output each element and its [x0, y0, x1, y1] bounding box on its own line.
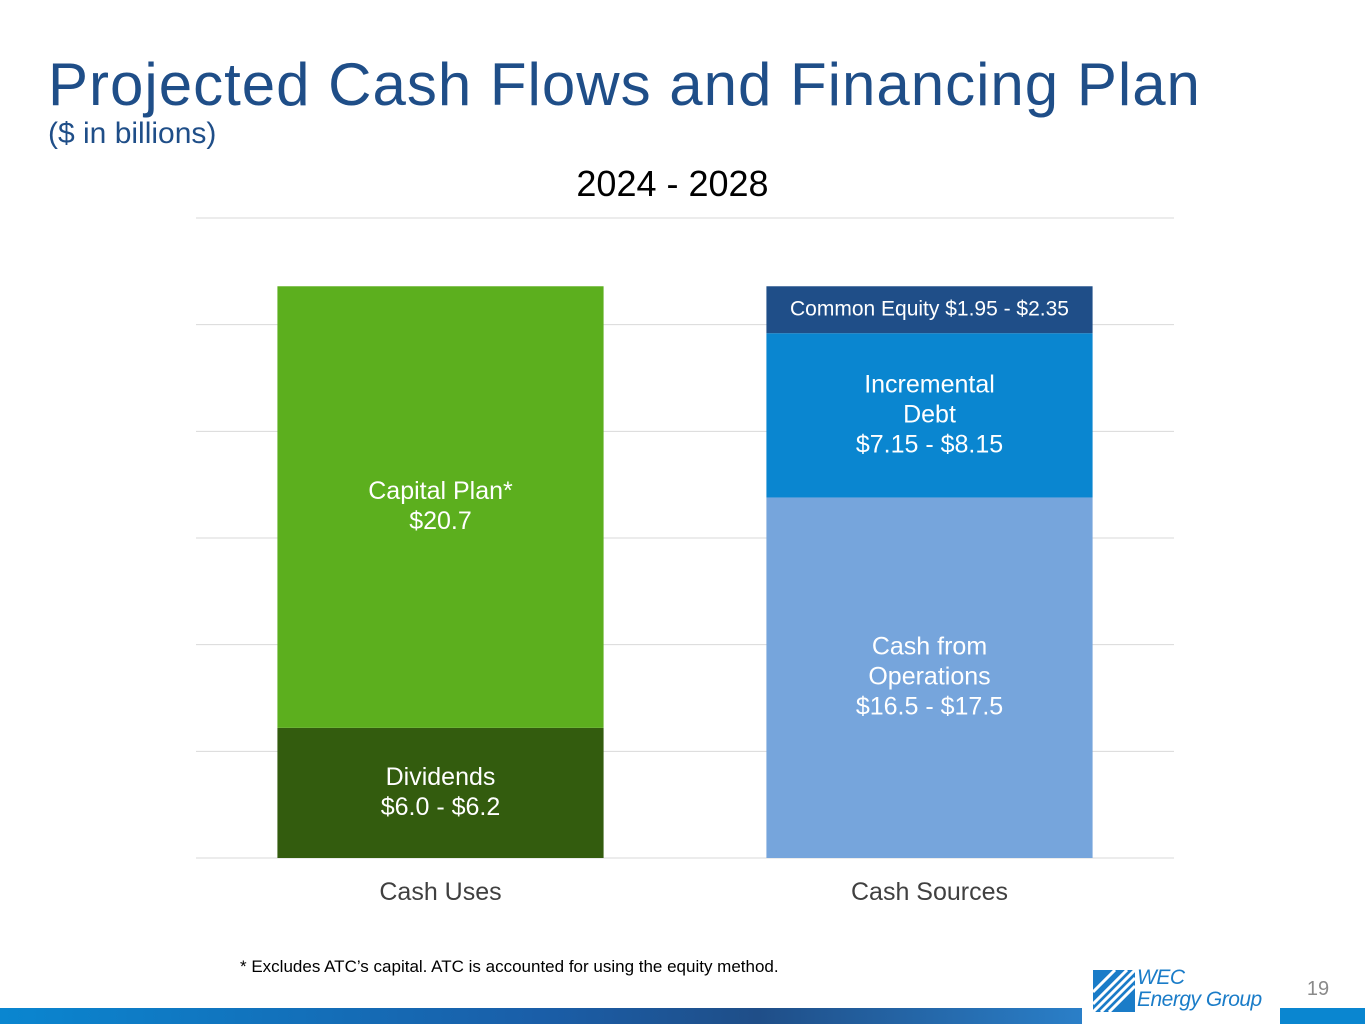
data-label-line: Cash from — [872, 632, 987, 660]
data-label-line: Common Equity $1.95 - $2.35 — [790, 297, 1069, 320]
x-tick-label: Cash Uses — [379, 878, 501, 906]
bar-segment — [766, 286, 1093, 334]
slide-title: Projected Cash Flows and Financing Plan — [48, 51, 1201, 118]
data-label-line: $20.7 — [409, 507, 472, 535]
data-label: Common Equity $1.95 - $2.35 — [790, 297, 1069, 320]
logo-text-line1: WEC — [1137, 966, 1185, 989]
data-label-line: Capital Plan* — [368, 477, 513, 505]
bar-segment — [766, 497, 1093, 858]
data-label: Cash from Operations $16.5 - $17.5 — [856, 632, 1003, 720]
data-label: Dividends $6.0 - $6.2 — [381, 763, 501, 821]
x-tick-label: Cash Sources — [851, 878, 1008, 906]
bar-segment — [277, 727, 604, 858]
bar-segment — [766, 333, 1093, 498]
chart-title: 2024 - 2028 — [576, 163, 769, 204]
data-label-line: Incremental — [864, 370, 995, 398]
wec-logo-icon — [1093, 970, 1135, 1012]
bottom-accent-bar — [0, 1008, 1082, 1024]
company-logo: WEC Energy Group — [1093, 966, 1273, 1016]
data-label-line: Debt — [903, 400, 956, 428]
data-label-line: Operations — [868, 662, 990, 690]
page-number: 19 — [1306, 978, 1330, 1000]
slide-subtitle: ($ in billions) — [48, 117, 217, 150]
logo-text-line2: Energy Group — [1137, 988, 1262, 1011]
data-label: Capital Plan* $20.7 — [368, 477, 513, 535]
data-label: Incremental Debt $7.15 - $8.15 — [856, 370, 1003, 458]
data-label-line: $16.5 - $17.5 — [856, 692, 1003, 720]
footnote: * Excludes ATC’s capital. ATC is account… — [240, 957, 779, 976]
bar-segment — [277, 286, 604, 728]
data-label-line: $7.15 - $8.15 — [856, 430, 1003, 458]
data-label-line: Dividends — [386, 763, 496, 791]
bottom-accent-bar-right — [1280, 1008, 1365, 1024]
data-label-line: $6.0 - $6.2 — [381, 793, 501, 821]
